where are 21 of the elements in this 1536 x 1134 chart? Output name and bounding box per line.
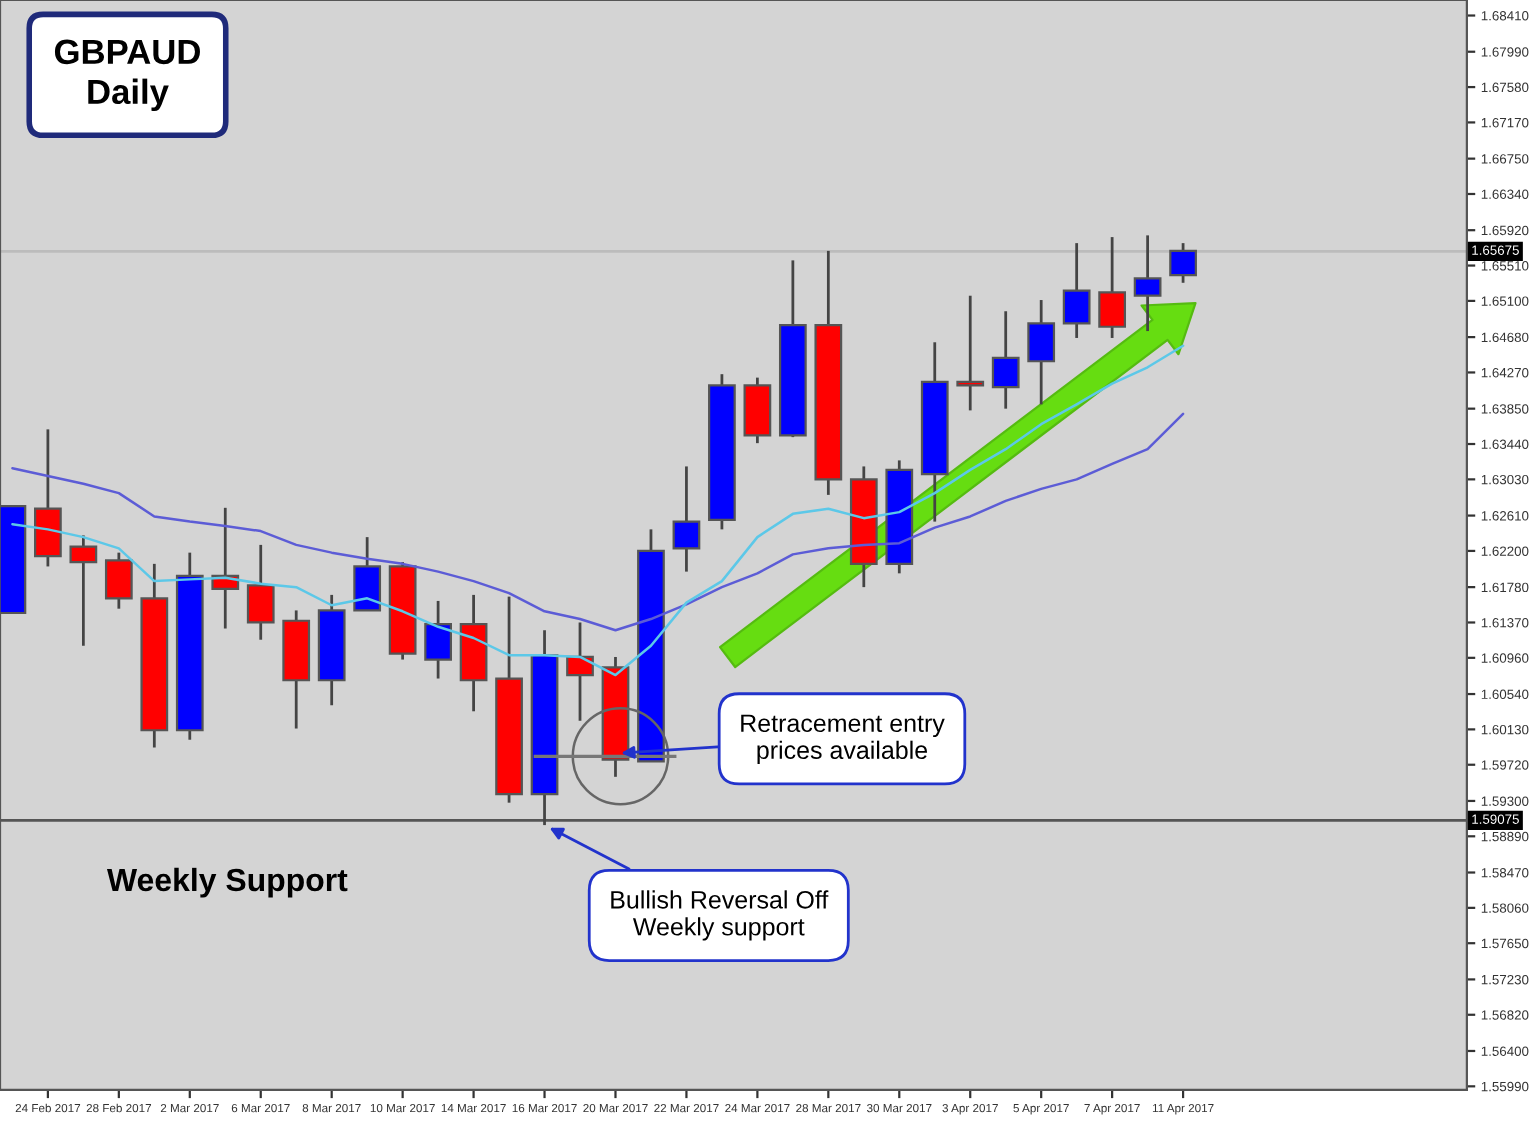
candlestick [1133, 233, 1162, 333]
candlestick [246, 543, 275, 642]
candlestick [672, 465, 701, 573]
annotation: Weekly Support [106, 867, 348, 898]
candlestick [1098, 235, 1127, 340]
candlestick [104, 551, 133, 611]
candlestick [1027, 298, 1056, 406]
candlestick [34, 427, 62, 568]
annotation: Bullish Reversal Off Weekly support [611, 890, 829, 941]
candlestick [991, 309, 1020, 411]
candlestick [424, 599, 452, 680]
candlestick [69, 534, 98, 648]
line-series [11, 344, 1185, 677]
candlestick [1169, 241, 1197, 285]
candlestick [353, 535, 382, 612]
text: Daily [88, 78, 169, 111]
annotation: Retracement entry prices available [741, 714, 945, 764]
candlestick [1062, 241, 1091, 340]
text: GBPAUD [54, 39, 200, 65]
candlestick [956, 294, 985, 412]
line-series [11, 412, 1185, 632]
